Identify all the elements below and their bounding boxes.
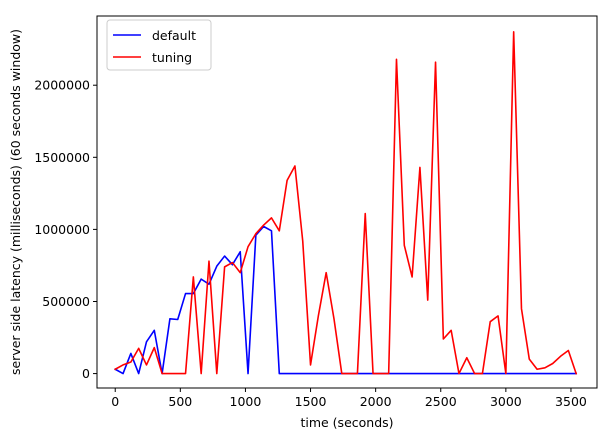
y-tick-label: 1500000 bbox=[34, 150, 90, 165]
legend-label-default: default bbox=[152, 28, 196, 43]
x-tick-label: 0 bbox=[111, 394, 119, 409]
x-tick-label: 3500 bbox=[555, 394, 587, 409]
legend-label-tuning: tuning bbox=[152, 50, 192, 65]
x-tick-label: 1500 bbox=[295, 394, 327, 409]
y-axis-label: server side latency (milliseconds) (60 s… bbox=[8, 29, 23, 375]
y-tick-label: 2000000 bbox=[34, 78, 90, 93]
axes-layer: 0 500 1000 1500 2000 2500 3000 3500 0 500000 10000… bbox=[34, 15, 598, 409]
y-tick-label: 500000 bbox=[42, 294, 90, 309]
x-tick-label: 500 bbox=[168, 394, 192, 409]
x-axis-label: time (seconds) bbox=[300, 415, 393, 430]
x-tick-label: 2500 bbox=[425, 394, 457, 409]
x-tick-label: 2000 bbox=[360, 394, 392, 409]
x-tick-label: 3000 bbox=[490, 394, 522, 409]
axes-frame bbox=[96, 15, 598, 389]
legend: default tuning bbox=[106, 19, 212, 71]
series-layer bbox=[114, 31, 578, 375]
plot-area bbox=[97, 16, 597, 388]
series-line-tuning bbox=[114, 31, 578, 375]
y-tick-label: 0 bbox=[82, 366, 90, 381]
y-tick-label: 1000000 bbox=[34, 222, 90, 237]
x-tick-label: 1000 bbox=[230, 394, 262, 409]
plot-background bbox=[97, 16, 597, 388]
